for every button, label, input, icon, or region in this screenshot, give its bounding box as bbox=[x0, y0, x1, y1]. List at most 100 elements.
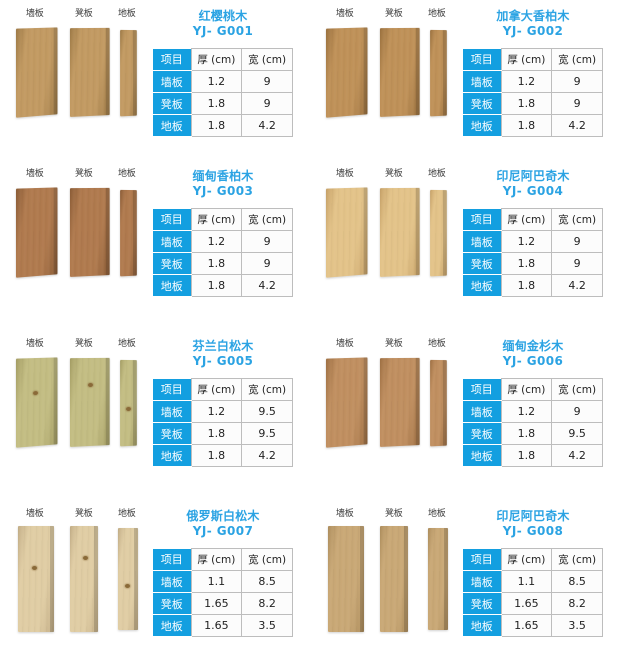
spec-table: 项目厚 (cm) 宽 (cm) 墙板 1.1 8.5 凳板 1.65 8.2 地板 1.65 3.5 bbox=[463, 548, 603, 637]
row-header-0: 墙板 bbox=[463, 70, 501, 93]
wood-grain-texture bbox=[15, 27, 58, 118]
width-value: 4.2 bbox=[241, 114, 293, 137]
column-header-1: 厚 (cm) bbox=[190, 48, 243, 71]
plank-edge bbox=[415, 27, 420, 116]
plank-label-1: 凳板 bbox=[385, 9, 403, 19]
table-corner-header: 项目 bbox=[463, 48, 501, 71]
width-value: 9 bbox=[551, 70, 603, 93]
specimen-area: 墙板 凳板 地板 bbox=[318, 160, 466, 330]
row-header-2: 地板 bbox=[153, 614, 191, 637]
row-header-1: 凳板 bbox=[153, 592, 191, 615]
table-row: 地板 1.8 4.2 bbox=[153, 114, 293, 137]
row-header-2: 地板 bbox=[463, 444, 501, 467]
title-block: 印尼阿巴奇木 YJ- G004 bbox=[463, 160, 603, 199]
plank-specimen-1 bbox=[380, 526, 408, 632]
plank-label-2: 地板 bbox=[428, 9, 446, 19]
plank-edge bbox=[105, 27, 110, 116]
plank-label-group: 墙板 凳板 地板 bbox=[318, 6, 466, 22]
row-header-1: 凳板 bbox=[463, 92, 501, 115]
species-code: YJ- G005 bbox=[192, 354, 254, 368]
thickness-value: 1.65 bbox=[190, 614, 243, 637]
plank-edge bbox=[53, 187, 58, 275]
thickness-value: 1.8 bbox=[190, 114, 243, 137]
info-area: 印尼阿巴奇木 YJ- G004 项目厚 (cm) 宽 (cm) 墙板 1.2 9 凳板 1.8 9… bbox=[463, 160, 613, 330]
width-value: 3.5 bbox=[241, 614, 293, 637]
table-row: 凳板 1.8 9 bbox=[463, 252, 603, 275]
plank-specimen-2 bbox=[120, 359, 137, 447]
plank-edge bbox=[50, 526, 54, 632]
table-row: 凳板 1.8 9 bbox=[153, 252, 293, 275]
plank-image-group bbox=[318, 24, 466, 152]
plank-image-group bbox=[318, 354, 466, 492]
row-header-2: 地板 bbox=[153, 274, 191, 297]
plank-edge bbox=[415, 357, 420, 446]
plank-specimen-0 bbox=[15, 27, 58, 118]
wood-grain-texture bbox=[15, 357, 58, 448]
plank-specimen-0 bbox=[15, 187, 58, 278]
table-row: 墙板 1.1 8.5 bbox=[153, 570, 293, 593]
table-row: 凳板 1.65 8.2 bbox=[153, 592, 293, 615]
plank-label-group: 墙板 凳板 地板 bbox=[8, 6, 156, 22]
column-header-2: 宽 (cm) bbox=[241, 208, 293, 231]
catalog-row-3: 墙板 凳板 地板 俄罗斯白松木 YJ- G007 项目厚 (cm) 宽 (cm) 墙板 1.1 8… bbox=[0, 500, 620, 666]
info-area: 红樱桃木 YJ- G001 项目厚 (cm) 宽 (cm) 墙板 1.2 9 凳板 1.8 9 地板… bbox=[153, 0, 303, 160]
wood-knot bbox=[82, 555, 88, 560]
wood-grain-texture bbox=[379, 187, 420, 277]
column-header-1: 厚 (cm) bbox=[500, 208, 553, 231]
plank-specimen-2 bbox=[430, 189, 447, 277]
species-name: 芬兰白松木 bbox=[192, 339, 254, 353]
species-code: YJ- G004 bbox=[502, 184, 564, 198]
width-value: 4.2 bbox=[551, 274, 603, 297]
species-code: YJ- G007 bbox=[192, 524, 254, 538]
info-area: 加拿大香柏木 YJ- G002 项目厚 (cm) 宽 (cm) 墙板 1.2 9 凳板 1.8 9… bbox=[463, 0, 613, 160]
wood-grain-texture bbox=[428, 528, 448, 630]
catalog-row-1: 墙板 凳板 地板 缅甸香柏木 YJ- G003 项目厚 (cm) 宽 (cm) 墙板 1.2 9 凳… bbox=[0, 160, 620, 330]
plank-edge bbox=[132, 190, 137, 276]
plank-image-group bbox=[8, 524, 156, 658]
thickness-value: 1.8 bbox=[500, 114, 553, 137]
info-area: 缅甸香柏木 YJ- G003 项目厚 (cm) 宽 (cm) 墙板 1.2 9 凳板 1.8 9 地… bbox=[153, 160, 303, 330]
row-header-1: 凳板 bbox=[463, 592, 501, 615]
plank-edge bbox=[360, 526, 364, 632]
table-row: 墙板 1.2 9.5 bbox=[153, 400, 293, 423]
plank-edge bbox=[363, 27, 368, 115]
width-value: 9 bbox=[551, 92, 603, 115]
plank-label-1: 凳板 bbox=[385, 339, 403, 349]
thickness-value: 1.2 bbox=[190, 70, 243, 93]
wood-grain-texture bbox=[70, 526, 98, 632]
plank-image-group bbox=[8, 24, 156, 152]
plank-edge bbox=[53, 27, 58, 115]
width-value: 8.5 bbox=[241, 570, 293, 593]
table-corner-header: 项目 bbox=[153, 208, 191, 231]
table-row: 地板 1.65 3.5 bbox=[153, 614, 293, 637]
table-row: 墙板 1.1 8.5 bbox=[463, 570, 603, 593]
plank-edge bbox=[442, 190, 447, 276]
column-header-1: 厚 (cm) bbox=[190, 208, 243, 231]
specimen-area: 墙板 凳板 地板 bbox=[8, 500, 156, 666]
plank-label-2: 地板 bbox=[118, 339, 136, 349]
species-code: YJ- G002 bbox=[502, 24, 564, 38]
thickness-value: 1.1 bbox=[190, 570, 243, 593]
width-value: 8.2 bbox=[551, 592, 603, 615]
table-corner-header: 项目 bbox=[153, 548, 191, 571]
product-card-YJG004: 墙板 凳板 地板 印尼阿巴奇木 YJ- G004 项目厚 (cm) 宽 (cm) 墙板 1.2 9… bbox=[310, 160, 620, 330]
plank-label-group: 墙板 凳板 地板 bbox=[318, 166, 466, 182]
column-header-1: 厚 (cm) bbox=[190, 548, 243, 571]
table-row: 墙板 1.2 9 bbox=[463, 70, 603, 93]
column-header-1: 厚 (cm) bbox=[500, 48, 553, 71]
table-row: 地板 1.65 3.5 bbox=[463, 614, 603, 637]
species-name: 印尼阿巴奇木 bbox=[496, 169, 570, 183]
table-row: 地板 1.8 4.2 bbox=[153, 274, 293, 297]
table-corner-header: 项目 bbox=[463, 378, 501, 401]
thickness-value: 1.65 bbox=[190, 592, 243, 615]
plank-label-0: 墙板 bbox=[26, 509, 44, 519]
info-area: 印尼阿巴奇木 YJ- G008 项目厚 (cm) 宽 (cm) 墙板 1.1 8.5 凳板 1.… bbox=[463, 500, 613, 666]
table-row: 墙板 1.2 9 bbox=[153, 70, 293, 93]
thickness-value: 1.8 bbox=[500, 92, 553, 115]
species-code: YJ- G003 bbox=[192, 184, 254, 198]
plank-image-group bbox=[8, 184, 156, 322]
thickness-value: 1.8 bbox=[190, 252, 243, 275]
spec-table: 项目厚 (cm) 宽 (cm) 墙板 1.1 8.5 凳板 1.65 8.2 地板 1.65 3.5 bbox=[153, 548, 293, 637]
plank-image-group bbox=[318, 524, 466, 658]
wood-grain-texture bbox=[69, 357, 110, 447]
